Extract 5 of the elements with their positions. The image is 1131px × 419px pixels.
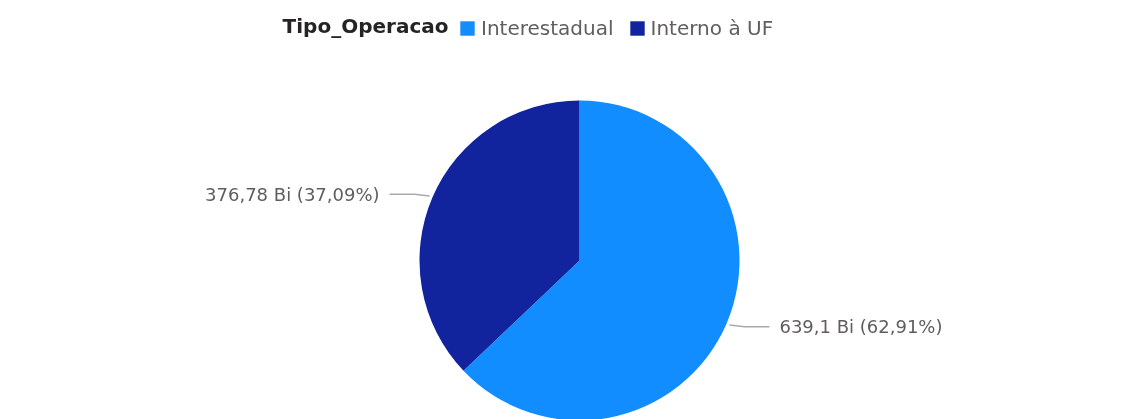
legend-label: Interestadual [481,16,614,40]
data-label: 376,78 Bi (37,09%) [205,183,380,205]
data-label: 639,1 Bi (62,91%) [779,316,943,338]
legend-label: Interno à UF [650,16,774,40]
legend-title: Tipo_Operacao [282,13,449,38]
